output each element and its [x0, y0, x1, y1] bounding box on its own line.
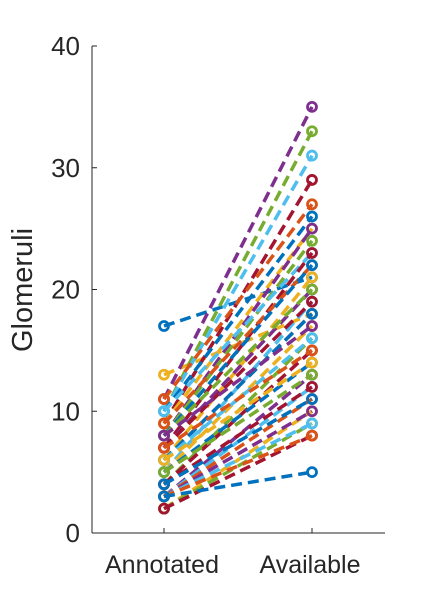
data-point: [306, 320, 318, 332]
data-point: [306, 271, 318, 284]
series-line: [163, 470, 313, 499]
series-line: [163, 397, 313, 498]
series-line: [162, 276, 314, 462]
series-28: [158, 344, 318, 454]
series-line: [162, 264, 314, 437]
data-point: [306, 295, 318, 308]
data-point: [306, 210, 318, 223]
data-point: [306, 125, 318, 138]
series-line: [162, 324, 314, 438]
data-point: [158, 417, 170, 430]
series-line: [163, 361, 313, 462]
data-point: [158, 441, 170, 454]
series-line: [162, 227, 314, 425]
series-36: [158, 393, 318, 491]
series-line: [162, 288, 314, 437]
data-point: [306, 259, 318, 272]
y-axis-label: Glomeruli: [7, 228, 39, 352]
data-point: [306, 283, 318, 296]
data-point: [158, 320, 170, 332]
series-7: [158, 198, 318, 405]
series-line: [163, 421, 313, 511]
data-point: [306, 100, 318, 113]
data-point: [158, 454, 170, 466]
data-point: [306, 368, 318, 381]
data-point: [306, 332, 318, 345]
series-line: [163, 433, 313, 499]
data-point: [306, 234, 318, 247]
series-32: [158, 368, 318, 479]
series-line: [163, 434, 313, 511]
data-point: [306, 174, 318, 186]
series-line: [163, 385, 313, 486]
data-point: [158, 368, 170, 381]
series-line: [163, 373, 313, 474]
data-point: [306, 222, 318, 235]
series-line: [163, 421, 313, 499]
series-line: [162, 251, 314, 413]
series-line: [163, 409, 313, 498]
data-point: [306, 466, 318, 479]
series-line: [162, 203, 314, 401]
data-point: [158, 502, 170, 515]
data-point: [306, 429, 318, 442]
data-point: [306, 247, 318, 259]
data-point: [158, 429, 170, 442]
data-point: [306, 344, 318, 357]
series-line: [162, 154, 314, 413]
y-tick-label: 40: [51, 31, 80, 61]
data-point: [306, 307, 318, 320]
series-line: [162, 239, 314, 437]
axes-layer: 0 10 20 30 40 Annotated Available Glomeruli: [7, 31, 385, 579]
data-point: [158, 466, 170, 479]
series-line: [162, 106, 314, 400]
data-point: [306, 149, 318, 162]
series-43: [158, 466, 318, 503]
x-tick-label: Available: [259, 551, 360, 579]
series-layer: [158, 100, 318, 515]
series-line: [162, 215, 314, 413]
data-point: [306, 198, 318, 211]
data-point: [306, 405, 318, 418]
data-point: [306, 393, 318, 405]
data-point: [158, 490, 170, 503]
data-point: [306, 356, 318, 369]
data-point: [306, 380, 318, 393]
series-line: [163, 348, 313, 450]
data-point: [158, 393, 170, 405]
data-point: [158, 478, 170, 491]
series-line: [163, 397, 313, 486]
series-line: [162, 312, 314, 462]
data-point: [306, 417, 318, 430]
y-tick-label: 10: [51, 396, 80, 426]
series-24: [158, 320, 318, 442]
series-30: [158, 356, 318, 466]
y-tick-label: 20: [51, 275, 80, 305]
series-line: [163, 409, 313, 511]
data-point: [158, 405, 170, 418]
x-tick-label: Annotated: [105, 551, 219, 579]
series-line: [162, 300, 314, 450]
y-tick-label: 30: [51, 153, 80, 183]
y-tick-label: 0: [66, 518, 80, 548]
